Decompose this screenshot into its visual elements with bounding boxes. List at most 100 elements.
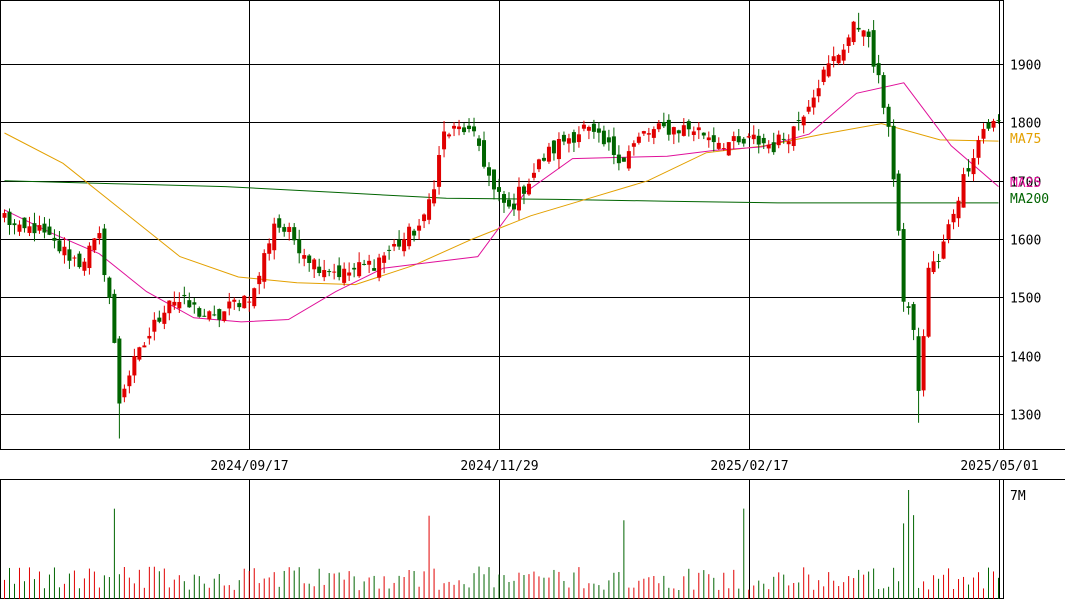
- candle-body: [961, 174, 966, 208]
- candle: [372, 259, 377, 271]
- candle: [272, 217, 277, 260]
- legend-ma75: MA75: [1010, 132, 1041, 147]
- candle: [367, 254, 372, 274]
- candle-body: [871, 30, 876, 67]
- candle-body: [222, 311, 227, 321]
- candle-body: [776, 134, 781, 146]
- candle: [497, 178, 502, 202]
- candle-body: [901, 229, 906, 302]
- candle: [701, 132, 706, 140]
- candle-body: [12, 223, 17, 226]
- candle-body: [886, 106, 891, 127]
- x-tick-label: 2024/11/29: [460, 459, 538, 474]
- candle: [287, 222, 292, 241]
- candle: [731, 131, 736, 149]
- candle: [437, 146, 442, 195]
- candle-body: [392, 243, 397, 247]
- candle: [107, 276, 112, 305]
- candle: [706, 131, 711, 148]
- candle: [656, 119, 661, 133]
- candle: [37, 215, 42, 234]
- candle-body: [791, 126, 796, 147]
- candle: [127, 370, 132, 394]
- candle-body: [991, 120, 996, 128]
- candle: [322, 259, 327, 282]
- candle-body: [227, 301, 232, 309]
- candle: [996, 114, 1001, 124]
- candle-body: [571, 132, 576, 143]
- candle: [586, 125, 591, 140]
- candle-body: [102, 228, 107, 276]
- candle-body: [47, 226, 52, 235]
- candle-body: [946, 224, 951, 239]
- candle: [751, 125, 756, 145]
- candle: [112, 289, 117, 344]
- candle-body: [117, 338, 122, 404]
- y-tick-label: 1400: [1010, 351, 1041, 366]
- candle-body: [586, 126, 591, 131]
- candle: [711, 127, 716, 152]
- candle: [192, 297, 197, 314]
- candle: [132, 348, 137, 383]
- candle-body: [521, 186, 526, 194]
- candle: [152, 312, 157, 341]
- candle: [626, 145, 631, 171]
- candle: [67, 240, 72, 269]
- candle: [841, 44, 846, 65]
- candle: [926, 262, 931, 338]
- candle-body: [322, 270, 327, 278]
- candle-body: [906, 306, 911, 308]
- candle-body: [57, 240, 62, 252]
- candle-body: [412, 230, 417, 236]
- candle: [117, 336, 122, 439]
- candle-body: [506, 199, 511, 207]
- candle: [561, 131, 566, 146]
- candle: [157, 310, 162, 324]
- candle-body: [472, 126, 477, 132]
- candle-body: [382, 255, 387, 263]
- candle: [616, 145, 621, 171]
- candle: [257, 272, 262, 295]
- candle-body: [232, 299, 237, 302]
- candle: [267, 238, 272, 261]
- candle-body: [132, 356, 137, 376]
- candle-body: [447, 134, 452, 137]
- candle-body: [137, 347, 142, 360]
- candle-body: [407, 226, 412, 247]
- candle: [716, 137, 721, 151]
- candle-body: [826, 63, 831, 77]
- candle: [506, 192, 511, 209]
- candle-body: [347, 272, 352, 276]
- candle: [42, 217, 47, 239]
- candle: [566, 133, 571, 153]
- candle-body: [966, 168, 971, 172]
- candle-body: [581, 124, 586, 129]
- candle-body: [142, 345, 147, 348]
- candle: [811, 89, 816, 115]
- candle-body: [601, 130, 606, 145]
- candle-body: [217, 309, 222, 320]
- candle-body: [806, 106, 811, 112]
- candle-body: [926, 267, 931, 337]
- candle-body: [671, 127, 676, 135]
- candle: [886, 103, 891, 137]
- y-tick-label: 1600: [1010, 234, 1041, 249]
- candle: [956, 196, 961, 227]
- candle: [232, 297, 237, 310]
- candle: [17, 220, 22, 236]
- candle: [332, 263, 337, 280]
- candle-body: [187, 300, 192, 308]
- candle: [696, 122, 701, 139]
- candle: [227, 292, 232, 316]
- candle: [187, 292, 192, 308]
- candle-body: [591, 123, 596, 132]
- candle: [791, 125, 796, 151]
- candle-body: [342, 268, 347, 283]
- candle-body: [22, 217, 27, 229]
- candle-body: [611, 136, 616, 155]
- candle: [482, 131, 487, 169]
- candle-body: [162, 312, 167, 324]
- candle: [901, 222, 906, 312]
- candle-body: [42, 223, 47, 233]
